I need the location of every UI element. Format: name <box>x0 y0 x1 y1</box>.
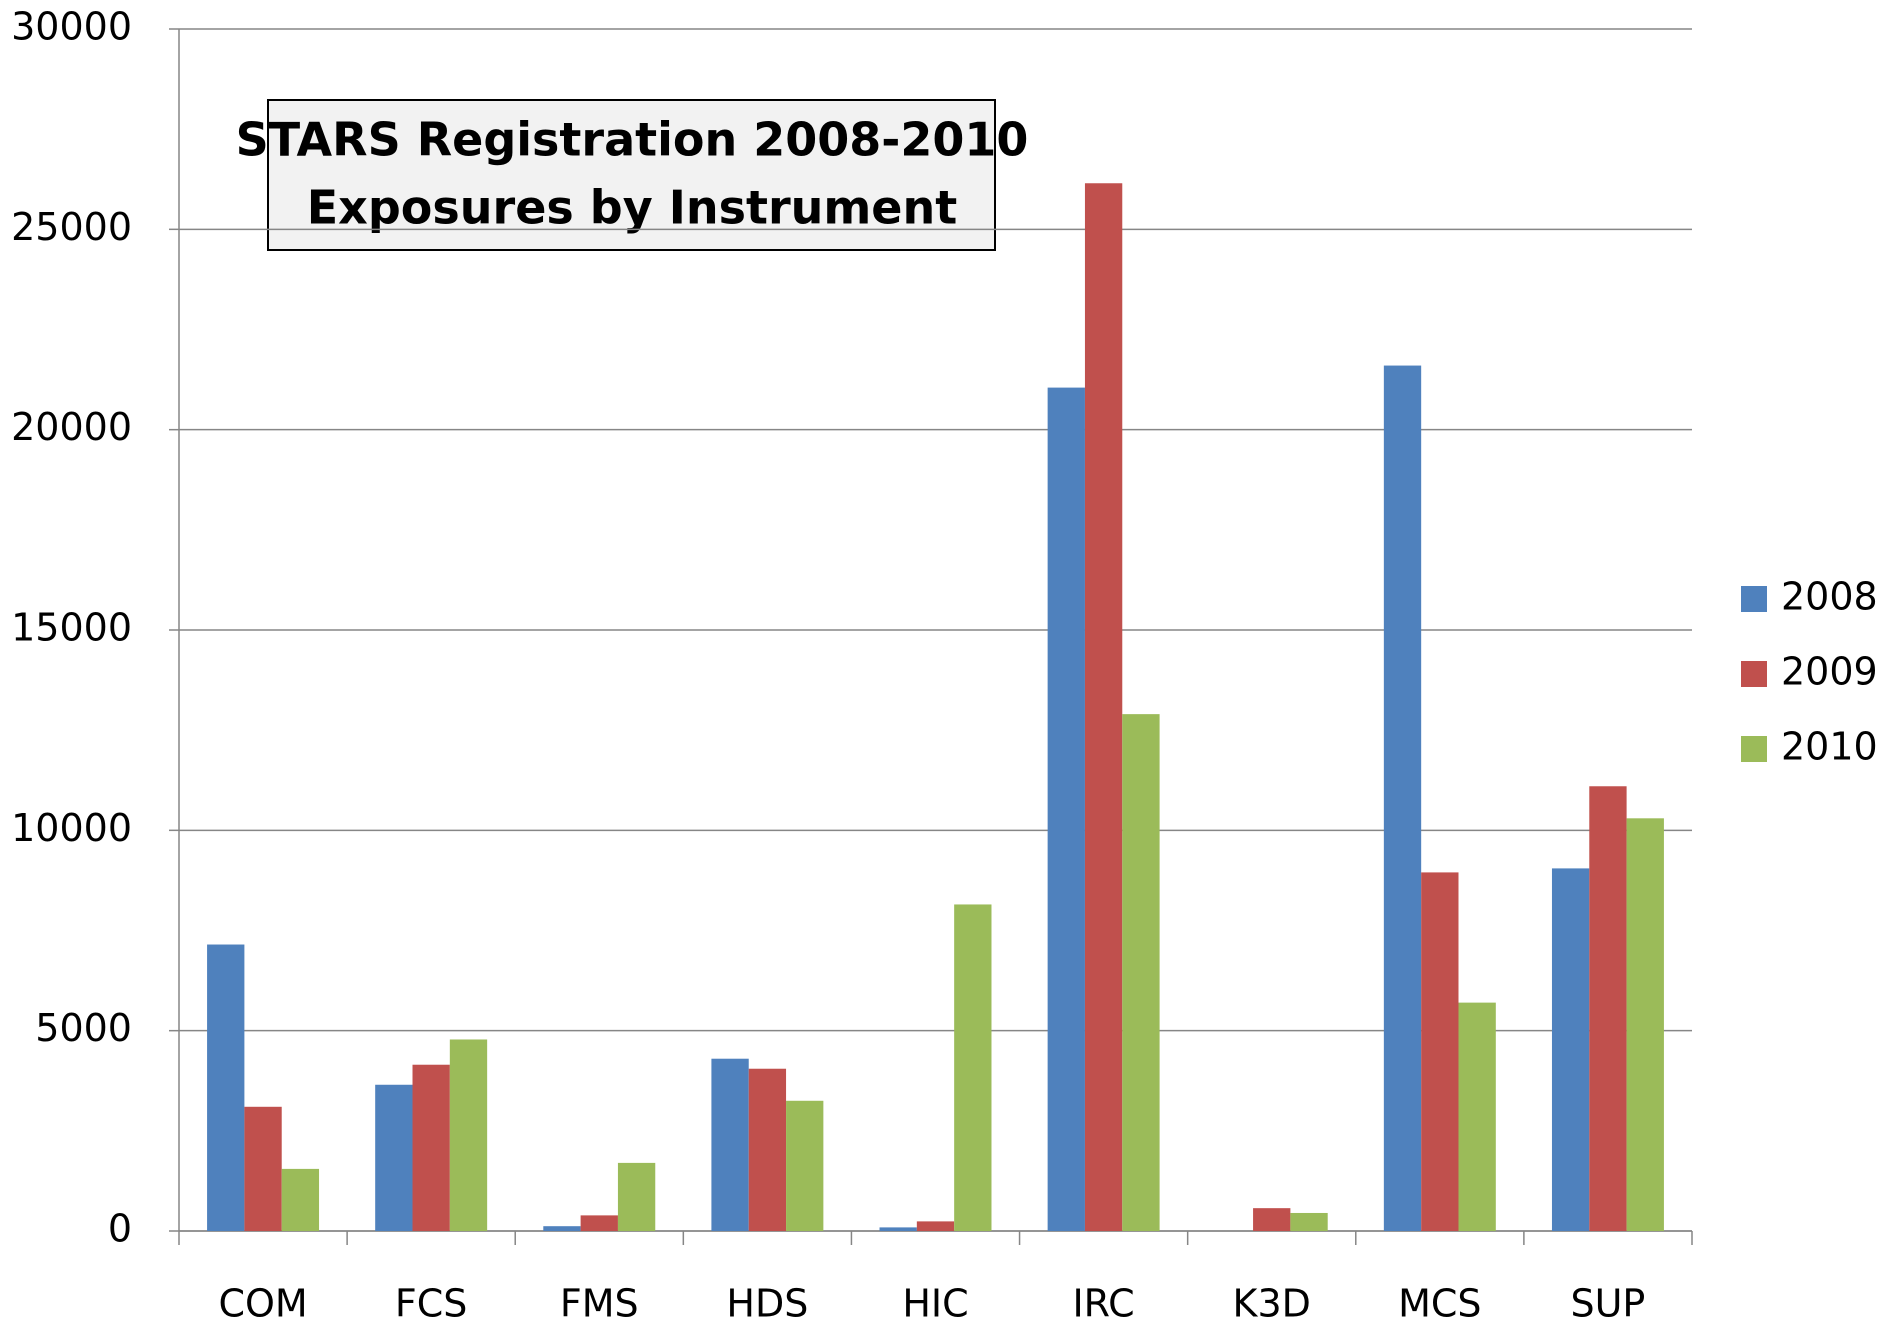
y-tick-label: 15000 <box>11 606 132 650</box>
bar <box>916 1221 955 1231</box>
x-tick-label: COM <box>218 1282 307 1326</box>
legend-swatch <box>1741 586 1767 612</box>
bar <box>954 904 992 1231</box>
x-tick-label: SUP <box>1571 1282 1646 1326</box>
bar <box>449 1039 488 1231</box>
bar <box>1047 387 1085 1231</box>
bar <box>1084 183 1123 1231</box>
bar <box>786 1100 824 1231</box>
x-tick-label: HDS <box>726 1282 808 1326</box>
x-tick-label: K3D <box>1233 1282 1311 1326</box>
bar <box>1458 1002 1496 1231</box>
x-tick-label: IRC <box>1072 1282 1134 1326</box>
bar <box>543 1226 581 1231</box>
bar <box>375 1084 413 1231</box>
bar <box>1626 818 1664 1231</box>
chart-title: Exposures by Instrument <box>307 181 958 235</box>
x-tick-label: MCS <box>1398 1282 1481 1326</box>
bar <box>748 1068 787 1231</box>
bar <box>879 1227 917 1231</box>
bar <box>1551 868 1590 1231</box>
y-tick-label: 0 <box>108 1207 132 1251</box>
y-tick-label: 20000 <box>11 405 132 449</box>
bar <box>617 1162 656 1231</box>
legend-label: 2009 <box>1781 650 1878 694</box>
x-tick-label: FMS <box>560 1282 639 1326</box>
legend-label: 2008 <box>1781 575 1878 619</box>
bar <box>1589 786 1627 1231</box>
bar <box>1253 1208 1291 1231</box>
legend-label: 2010 <box>1781 725 1878 769</box>
bar <box>1383 365 1422 1231</box>
bar <box>1122 714 1160 1231</box>
bar <box>1421 872 1459 1231</box>
bar <box>244 1106 282 1231</box>
legend-swatch <box>1741 661 1767 687</box>
y-tick-label: 5000 <box>35 1006 132 1050</box>
bar <box>207 944 245 1231</box>
bar <box>1290 1212 1328 1231</box>
y-tick-label: 30000 <box>11 5 132 49</box>
bar <box>580 1215 618 1231</box>
chart-title: STARS Registration 2008-2010 <box>236 113 1029 167</box>
y-tick-label: 10000 <box>11 806 132 850</box>
x-tick-label: FCS <box>395 1282 468 1326</box>
bar <box>281 1168 320 1231</box>
y-tick-label: 25000 <box>11 205 132 249</box>
bar <box>412 1064 450 1231</box>
bar <box>711 1058 749 1231</box>
title-box <box>267 99 996 251</box>
legend-swatch <box>1741 736 1767 762</box>
x-tick-label: HIC <box>902 1282 968 1326</box>
